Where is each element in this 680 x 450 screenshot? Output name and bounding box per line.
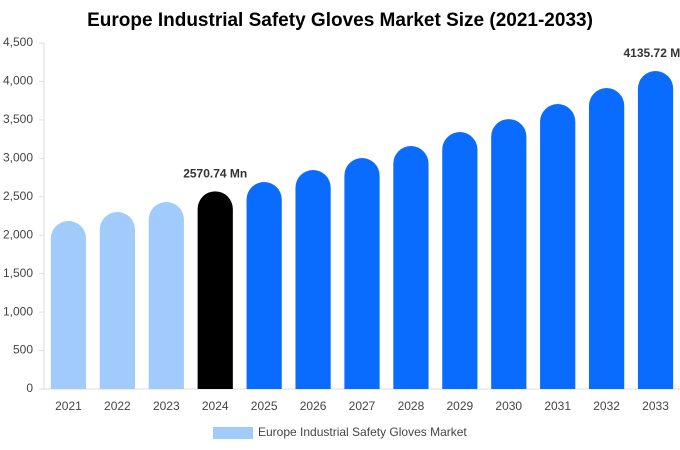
bar xyxy=(540,104,576,390)
x-tick-label: 2027 xyxy=(349,399,376,413)
x-tick-label: 2030 xyxy=(495,399,522,413)
x-tick-label: 2029 xyxy=(446,399,473,413)
x-tick-label: 2031 xyxy=(544,399,571,413)
y-tick-label: 1,000 xyxy=(3,304,33,318)
x-tick-label: 2024 xyxy=(202,399,229,413)
data-label: 2570.74 Mn xyxy=(183,167,247,181)
bar xyxy=(393,146,429,389)
x-tick-label: 2032 xyxy=(593,399,620,413)
x-tick-label: 2023 xyxy=(153,399,180,413)
x-tick-label: 2025 xyxy=(251,399,278,413)
y-tick-label: 4,500 xyxy=(3,35,33,49)
bar xyxy=(295,170,331,389)
bar xyxy=(637,71,674,389)
y-tick-label: 3,000 xyxy=(3,151,33,165)
bar xyxy=(197,191,233,389)
y-tick-label: 4,000 xyxy=(3,74,33,88)
chart-title: Europe Industrial Safety Gloves Market S… xyxy=(87,10,593,31)
bar xyxy=(99,212,135,389)
y-tick-label: 3,500 xyxy=(3,112,33,126)
legend-swatch xyxy=(213,427,253,439)
bar xyxy=(589,88,625,389)
x-tick-label: 2026 xyxy=(300,399,327,413)
bar xyxy=(344,158,380,389)
x-tick-label: 2022 xyxy=(104,399,131,413)
x-tick-label: 2033 xyxy=(642,399,669,413)
y-tick-label: 2,000 xyxy=(3,227,33,241)
bar xyxy=(491,119,527,389)
bar xyxy=(50,221,87,389)
y-tick-label: 1,500 xyxy=(3,266,33,280)
y-tick-label: 0 xyxy=(26,381,33,395)
x-tick-label: 2028 xyxy=(398,399,425,413)
data-label: 4135.72 Mn xyxy=(624,46,680,60)
x-tick-label: 2021 xyxy=(55,399,82,413)
bar xyxy=(442,132,478,389)
bar xyxy=(148,202,184,389)
y-tick-label: 2,500 xyxy=(3,189,33,203)
legend-label: Europe Industrial Safety Gloves Market xyxy=(258,425,467,439)
y-tick-label: 500 xyxy=(13,343,33,357)
bar xyxy=(246,182,282,389)
